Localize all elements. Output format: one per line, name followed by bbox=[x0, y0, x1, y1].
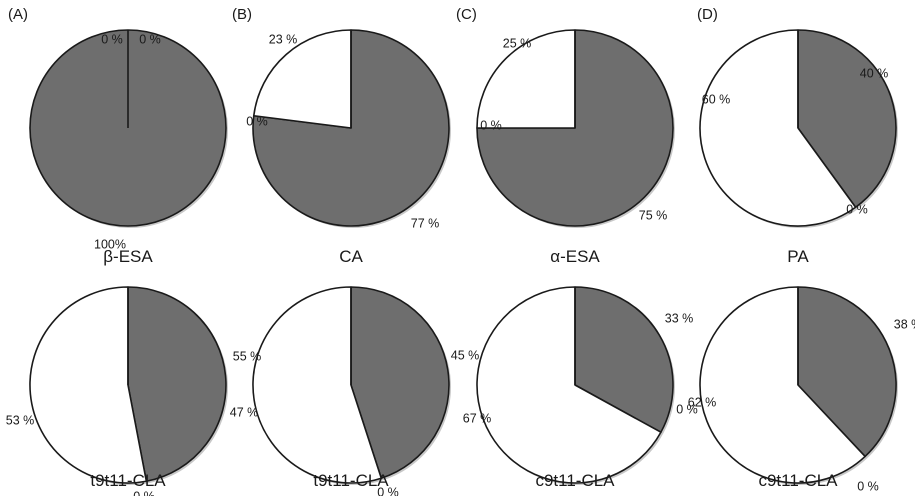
slice-value-label: 23 % bbox=[269, 32, 298, 46]
pie-chart-title: β-ESA bbox=[103, 247, 153, 266]
pie-slice bbox=[699, 286, 866, 484]
pie-slice bbox=[476, 29, 576, 129]
pie-slice bbox=[797, 286, 897, 458]
pie-chart-title: c9t11-CLA bbox=[535, 471, 615, 490]
pie-chart-7: 33 % 67 % 0 % c9t11-CLA bbox=[463, 286, 698, 490]
slice-value-label: 0 % bbox=[676, 402, 698, 416]
pie-chart-4: 40 % 60 % 0 % PA bbox=[699, 29, 898, 266]
pie-slice bbox=[476, 29, 674, 227]
slice-value-label: 38 % bbox=[894, 317, 915, 331]
slice-value-label: 62 % bbox=[688, 395, 717, 409]
slice-value-label: 0 % bbox=[377, 485, 399, 496]
slice-value-label: 25 % bbox=[503, 36, 532, 50]
slice-value-label: 0 % bbox=[246, 114, 268, 128]
pie-chart-1: 100% 0 % 0 % β-ESA bbox=[29, 29, 228, 266]
slice-value-label: 60 % bbox=[702, 92, 731, 106]
pie-slice bbox=[29, 286, 148, 484]
slice-value-label: 67 % bbox=[463, 411, 492, 425]
pie-slice bbox=[127, 286, 227, 483]
pie-slice bbox=[797, 29, 897, 209]
slice-value-label: 77 % bbox=[411, 216, 440, 230]
slice-value-label: 55 % bbox=[233, 349, 262, 363]
panel-label-c: (C) bbox=[456, 6, 477, 23]
slice-value-label: 100% bbox=[94, 237, 126, 251]
pie-chart-title: CA bbox=[339, 247, 363, 266]
slice-value-label: 75 % bbox=[639, 208, 668, 222]
panel-label-b: (B) bbox=[232, 6, 252, 23]
slice-value-label: 45 % bbox=[451, 348, 480, 362]
slice-value-label: 0 % bbox=[846, 202, 868, 216]
slice-value-label: 47 % bbox=[230, 405, 259, 419]
slice-value-label: 40 % bbox=[860, 66, 889, 80]
slice-value-label: 0 % bbox=[101, 32, 123, 46]
slice-value-label: 33 % bbox=[665, 311, 694, 325]
pie-slice bbox=[252, 286, 383, 484]
pie-slice bbox=[699, 29, 857, 227]
pie-chart-8: 38 % 62 % 0 % c9t11-CLA bbox=[688, 286, 915, 493]
slice-value-label: 0 % bbox=[480, 118, 502, 132]
pie-chart-2: 77 % 23 % 0 % CA bbox=[246, 29, 451, 266]
pie-chart-3: 75 % 25 % 0 % α-ESA bbox=[476, 29, 675, 266]
slice-value-label: 0 % bbox=[133, 489, 155, 496]
pie-chart-title: t9t11-CLA bbox=[313, 471, 389, 490]
pie-slice bbox=[476, 286, 662, 484]
pie-chart-6: 45 % 55 % 0 %t9t11-CLA bbox=[233, 286, 480, 496]
pie-chart-5: 47 % 53 % 0 %t9t11-CLA bbox=[6, 286, 259, 496]
pie-chart-title: α-ESA bbox=[550, 247, 600, 266]
pie-slice bbox=[350, 286, 450, 479]
pie-chart-title: c9t11-CLA bbox=[758, 471, 838, 490]
pie-slice bbox=[252, 29, 352, 129]
slice-value-label: 0 % bbox=[857, 479, 879, 493]
pie-chart-title: PA bbox=[787, 247, 809, 266]
pie-chart-title: t9t11-CLA bbox=[90, 471, 166, 490]
slice-value-label: 53 % bbox=[6, 413, 35, 427]
slice-value-label: 0 % bbox=[139, 32, 161, 46]
panel-label-d: (D) bbox=[697, 6, 718, 23]
pie-slice bbox=[574, 286, 674, 434]
panel-label-a: (A) bbox=[8, 6, 28, 23]
